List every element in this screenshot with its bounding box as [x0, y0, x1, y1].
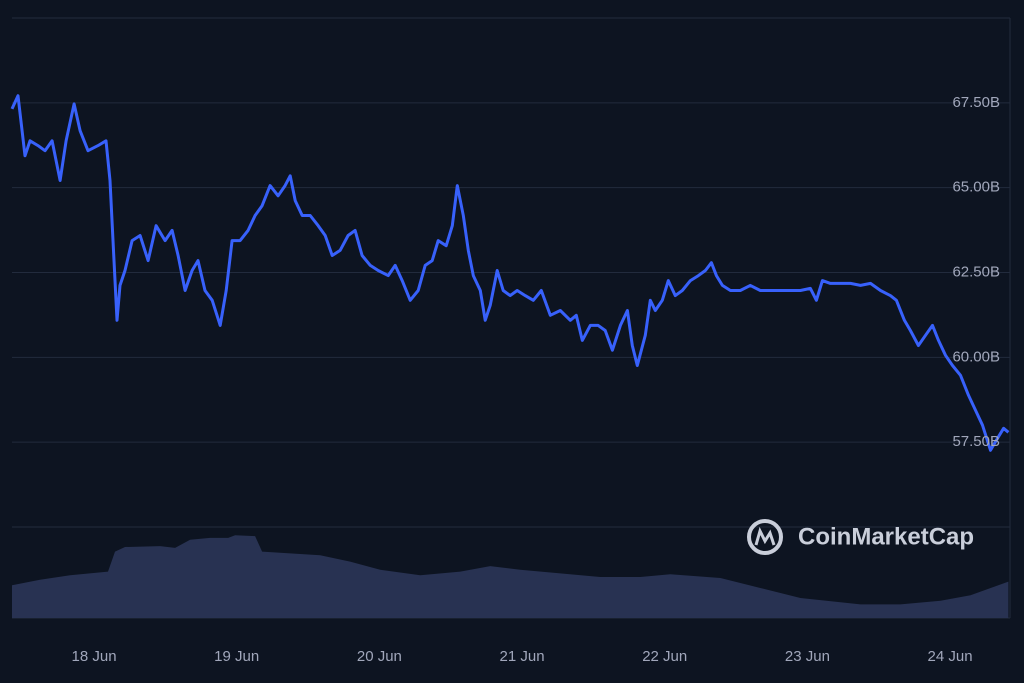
- x-tick-label: 23 Jun: [785, 648, 830, 665]
- x-tick-label: 19 Jun: [214, 648, 259, 665]
- watermark: CoinMarketCap: [747, 519, 974, 555]
- x-tick-label: 21 Jun: [500, 648, 545, 665]
- volume-area: [12, 535, 1009, 618]
- y-tick-label: 57.50B: [952, 433, 1000, 450]
- x-tick-label: 18 Jun: [72, 648, 117, 665]
- price-line: [10, 94, 1010, 452]
- x-tick-label: 22 Jun: [642, 648, 687, 665]
- x-tick-label: 20 Jun: [357, 648, 402, 665]
- y-tick-label: 62.50B: [952, 263, 1000, 280]
- watermark-text: CoinMarketCap: [798, 523, 974, 550]
- y-tick-label: 67.50B: [952, 94, 1000, 111]
- x-tick-label: 24 Jun: [928, 648, 973, 665]
- watermark-logo: [747, 519, 783, 555]
- y-tick-label: 60.00B: [952, 348, 1000, 365]
- y-tick-label: 65.00B: [952, 179, 1000, 196]
- watermark-logo: [754, 526, 776, 546]
